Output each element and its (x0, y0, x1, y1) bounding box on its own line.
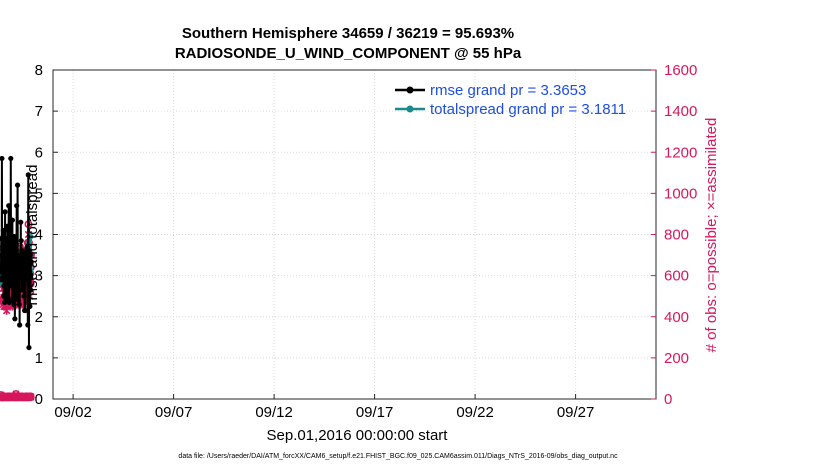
rmse-point (14, 293, 20, 299)
rmse-point (5, 227, 11, 233)
grid (53, 69, 656, 400)
rmse-point (11, 301, 17, 308)
rmse-point (3, 273, 9, 279)
rmse-point (15, 297, 21, 303)
y-tick-label-left: 5 (35, 185, 43, 202)
y-axis-label-left: rmse and totalspread (24, 165, 41, 306)
rmse-point (10, 295, 16, 301)
rmse-point (14, 203, 20, 209)
chart-title-line1: Southern Hemisphere 34659 / 36219 = 95.6… (182, 25, 514, 42)
y-tick-label-left: 0 (35, 391, 43, 408)
legend-spread-label: totalspread grand pr = 3.1811 (430, 101, 626, 118)
rmse-point (27, 273, 33, 279)
chart-title-line2: RADIOSONDE_U_WIND_COMPONENT @ 55 hPa (175, 45, 522, 62)
left-axis: 0 1 2 3 4 5 6 7 8 (35, 62, 58, 408)
y-tick-label-right: 800 (664, 227, 689, 244)
rmse-point (21, 293, 27, 299)
rmse-point (6, 203, 12, 209)
x-tick-label: 09/22 (456, 404, 494, 421)
y-tick-label-left: 3 (35, 268, 43, 285)
x-tick-label: 09/07 (155, 404, 193, 421)
rmse-point (0, 268, 6, 275)
rmse-point (25, 172, 31, 178)
rmse-layer (0, 155, 34, 351)
rmse-point (28, 260, 34, 266)
rmse-point (0, 264, 5, 270)
rmse-point (4, 283, 11, 289)
rmse-point (26, 248, 32, 254)
rmse-point (17, 322, 23, 328)
rmse-point (12, 248, 19, 254)
legend-spread-marker (406, 105, 414, 113)
rmse-point (27, 252, 33, 258)
rmse-point (11, 244, 18, 250)
rmse-point (23, 277, 29, 283)
rmse-point (24, 244, 30, 250)
rmse-point (8, 283, 15, 289)
x-tick-label: 09/27 (557, 404, 595, 421)
rmse-point (16, 301, 22, 308)
y-tick-label-right: 1200 (664, 144, 697, 161)
rmse-point (25, 322, 31, 328)
rmse-point (4, 223, 10, 229)
rmse-point (18, 238, 24, 244)
legend-rmse-label: rmse grand pr = 3.3653 (430, 82, 586, 99)
y-tick-label-right: 200 (664, 350, 689, 367)
rmse-point (27, 268, 33, 275)
rmse-point (13, 281, 19, 287)
rmse-point (4, 295, 10, 301)
y-tick-label-left: 4 (35, 227, 43, 244)
rmse-point (6, 260, 12, 266)
y-tick-label-right: 0 (664, 391, 672, 408)
footer-data-file: data file: /Users/raeder/DAI/ATM_forcXX/… (178, 453, 618, 460)
x-axis: 09/02 09/07 09/12 09/17 09/22 09/27 (54, 394, 594, 421)
y-tick-label-right: 1400 (664, 103, 697, 120)
rmse-point (12, 316, 18, 322)
y-axis-label-right: # of obs: o=possible; ×=assimilated (703, 118, 720, 353)
rmse-point (27, 303, 33, 310)
rmse-point (21, 270, 28, 277)
y-tick-label-right: 400 (664, 309, 689, 326)
rmse-point (0, 227, 6, 233)
y-tick-label-left: 1 (35, 350, 43, 367)
rmse-point (0, 155, 5, 162)
y-tick-label-left: 7 (35, 103, 43, 120)
rmse-point (27, 287, 34, 293)
rmse-point (9, 217, 15, 223)
obs-assimilated-low-point (27, 393, 35, 401)
obs-low-layer (0, 390, 35, 402)
totalspread-point (28, 233, 34, 240)
rmse-point (2, 299, 8, 305)
rmse-point (14, 182, 21, 188)
obs-possible-low-point (27, 393, 35, 401)
legend-rmse-marker (406, 86, 414, 94)
y-tick-label-left: 6 (35, 144, 43, 161)
plot-area (53, 70, 656, 399)
x-tick-label: 09/12 (255, 404, 293, 421)
rmse-point (7, 240, 13, 246)
x-tick-label: 09/02 (54, 404, 92, 421)
y-tick-label-left: 8 (35, 62, 43, 79)
rmse-point (2, 209, 8, 215)
rmse-point (22, 307, 28, 314)
legend: rmse grand pr = 3.3653 totalspread grand… (395, 82, 626, 118)
rmse-point (7, 248, 13, 254)
y-tick-label-left: 2 (35, 309, 43, 326)
rmse-point (10, 252, 16, 258)
right-axis: 0 200 400 600 800 1000 1200 1400 1600 (651, 62, 697, 408)
rmse-point (17, 277, 23, 283)
y-tick-label-right: 600 (664, 268, 689, 285)
rmse-point (8, 155, 14, 162)
rmse-point (20, 287, 26, 293)
rmse-point (0, 277, 6, 283)
x-axis-label: Sep.01,2016 00:00:00 start (267, 427, 449, 444)
y-tick-label-right: 1600 (664, 62, 697, 79)
y-tick-label-right: 1000 (664, 185, 697, 202)
x-tick-label: 09/17 (356, 404, 394, 421)
rmse-point (18, 219, 24, 225)
rmse-point (12, 233, 18, 240)
rmse-point (26, 344, 32, 351)
rmse-point (0, 252, 5, 258)
